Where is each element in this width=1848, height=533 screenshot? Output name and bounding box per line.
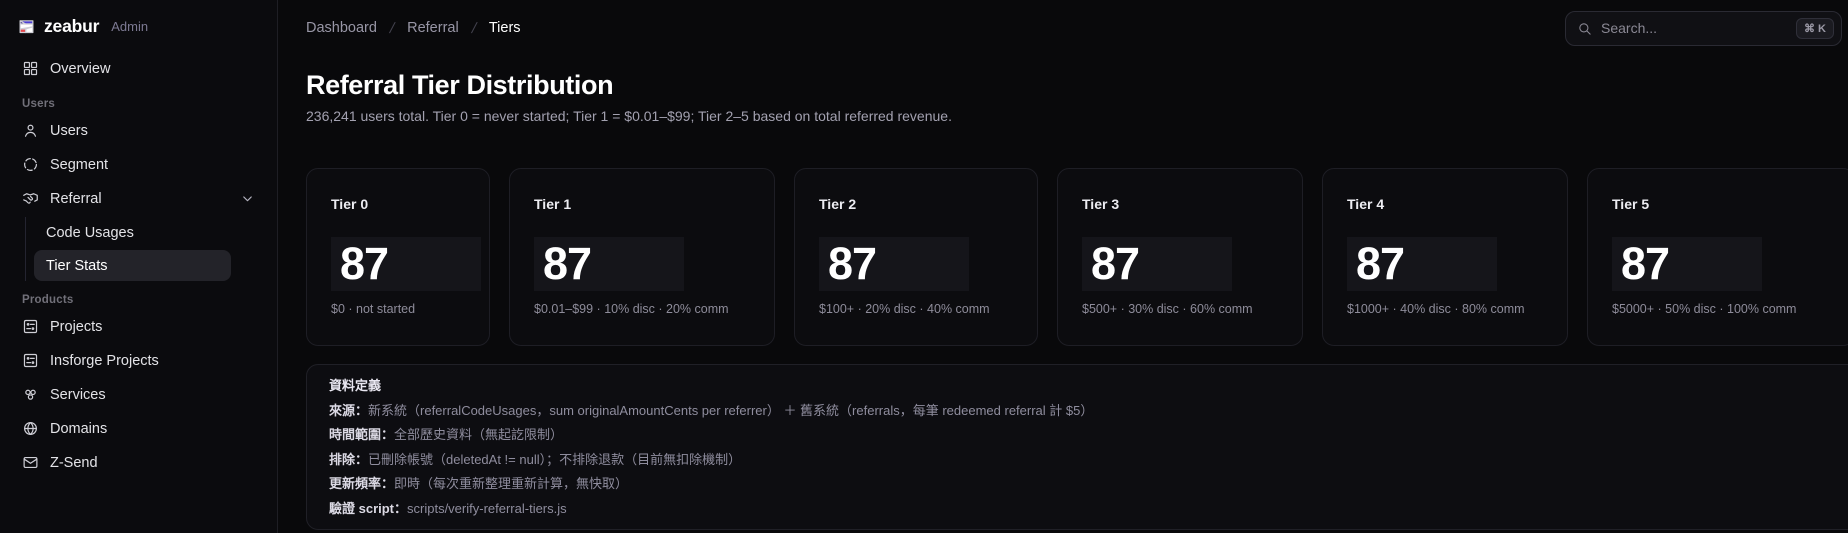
user-icon (22, 122, 39, 139)
mail-icon (22, 454, 39, 471)
globe-icon (22, 420, 39, 437)
sidebar-item-overview[interactable]: Overview (14, 52, 263, 85)
sidebar-section-label-users: Users (22, 98, 55, 110)
search-box[interactable]: ⌘ K (1565, 10, 1842, 46)
sidebar-item-referral[interactable]: Referral (14, 182, 263, 215)
sidebar-item-projects[interactable]: Projects (14, 310, 263, 343)
tier-card-title: Tier 4 (1347, 196, 1385, 212)
brand[interactable]: zeabur Admin (14, 10, 263, 42)
segment-icon (22, 156, 39, 173)
tier-card-caption: $500+ · 30% disc · 60% comm (1082, 302, 1253, 316)
brand-name: zeabur (44, 15, 100, 36)
sidebar: zeabur Admin Overview Users Users Segment Re… (0, 0, 278, 533)
tier-card-title: Tier 3 (1082, 196, 1120, 212)
definitions-title: 資料定義 (329, 378, 382, 393)
tier-card-count: 87 (331, 237, 481, 291)
tier-card-tier-2: Tier 2 87 $100+ · 20% disc · 40% comm (794, 168, 1038, 346)
tier-card-caption: $0 · not started (331, 302, 416, 316)
tier-card-title: Tier 0 (331, 196, 369, 212)
tier-card-title: Tier 2 (819, 196, 857, 212)
page-title: Referral Tier Distribution (306, 70, 614, 100)
page-subtitle: 236,241 users total. Tier 0 = never star… (306, 108, 952, 124)
tier-card-count: 87 (819, 237, 969, 291)
tier-card-caption: $100+ · 20% disc · 40% comm (819, 302, 990, 316)
search-shortcut-badge: ⌘ K (1796, 17, 1834, 39)
tier-card-row: Tier 0 87 $0 · not started Tier 1 87 $0.01–$9… (306, 168, 1848, 346)
sidebar-item-label: Z-Send (50, 454, 98, 471)
sidebar-item-label: Services (50, 386, 106, 403)
search-icon (1577, 21, 1592, 36)
definition-label: 更新頻率： (329, 476, 395, 491)
breadcrumb-referral[interactable]: Referral (407, 20, 459, 36)
tier-card-tier-1: Tier 1 87 $0.01–$99 · 10% disc · 20% comm (509, 168, 775, 346)
search-input[interactable] (1601, 20, 1787, 36)
tier-card-caption: $5000+ · 50% disc · 100% comm (1612, 302, 1797, 316)
tier-card-count: 87 (1082, 237, 1232, 291)
definition-row: 更新頻率：即時（每次重新整理重新計算，無快取） (329, 472, 1843, 497)
breadcrumb-dashboard[interactable]: Dashboard (306, 20, 377, 36)
sidebar-nav: Overview Users Users Segment Referral Code Us… (14, 52, 263, 479)
sidebar-item-label: Referral (50, 190, 102, 207)
sidebar-item-label: Overview (50, 60, 111, 77)
sidebar-item-z-send[interactable]: Z-Send (14, 446, 263, 479)
sidebar-item-domains[interactable]: Domains (14, 412, 263, 445)
chevron-down-icon (240, 191, 255, 206)
handshake-icon (22, 190, 39, 207)
definition-label: 排除： (329, 451, 369, 467)
sidebar-item-code-usages[interactable]: Code Usages (34, 217, 231, 248)
sidebar-item-label: Segment (50, 156, 109, 173)
sidebar-item-tier-stats[interactable]: Tier Stats (34, 250, 231, 281)
sidebar-item-label: Code Usages (46, 224, 134, 241)
tier-card-title: Tier 5 (1612, 196, 1650, 212)
definition-row: 時間範圍：全部歷史資料（無起訖限制） (329, 423, 1843, 448)
definition-label: 驗證 script： (329, 500, 408, 516)
sidebar-section-label-products: Products (22, 294, 74, 306)
breadcrumb-current-tiers: Tiers (488, 20, 521, 36)
tier-card-tier-3: Tier 3 87 $500+ · 30% disc · 60% comm (1057, 168, 1303, 346)
tier-card-caption: $0.01–$99 · 10% disc · 20% comm (534, 302, 729, 316)
sidebar-item-label: Projects (50, 318, 103, 335)
zeabur-logo-icon (18, 18, 35, 35)
tier-card-count: 87 (534, 237, 684, 291)
topbar: Dashboard / Referral / Tiers ⌘ K (306, 0, 1848, 56)
main-content: Dashboard / Referral / Tiers ⌘ K Referra… (278, 0, 1848, 533)
tier-card-caption: $1000+ · 40% disc · 80% comm (1347, 302, 1525, 316)
brand-badge: Admin (111, 18, 149, 34)
definition-row: 驗證 script：scripts/verify-referral-tiers.… (329, 497, 1843, 522)
sidebar-subtree-referral: Code Usages Tier Stats (25, 217, 231, 281)
definition-value: scripts/verify-referral-tiers.js (407, 500, 567, 516)
breadcrumb-separator: / (469, 19, 478, 37)
definition-value: 新系統（referralCodeUsages，sum originalAmoun… (368, 402, 1094, 418)
breadcrumb-separator: / (387, 19, 397, 37)
definitions-panel: 資料定義來源：新系統（referralCodeUsages，sum origin… (306, 364, 1848, 530)
sidebar-item-segment[interactable]: Segment (14, 148, 263, 181)
tier-card-count: 87 (1347, 237, 1497, 291)
definition-row: 來源：新系統（referralCodeUsages，sum originalAm… (329, 399, 1843, 424)
sidebar-item-insforge-projects[interactable]: Insforge Projects (14, 344, 263, 377)
definition-value: 即時（每次重新整理重新計算，無快取） (394, 476, 629, 491)
services-icon (22, 386, 39, 403)
breadcrumb: Dashboard / Referral / Tiers (306, 20, 521, 37)
projects-icon (22, 352, 39, 369)
tier-card-tier-0: Tier 0 87 $0 · not started (306, 168, 490, 346)
definition-row: 排除：已刪除帳號（deletedAt != null）；不排除退款（目前無扣除機… (329, 448, 1843, 473)
definition-label: 來源： (329, 402, 369, 418)
sidebar-item-label: Tier Stats (46, 257, 108, 274)
definition-value: 已刪除帳號（deletedAt != null）；不排除退款（目前無扣除機制） (368, 451, 742, 467)
tier-card-tier-4: Tier 4 87 $1000+ · 40% disc · 80% comm (1322, 168, 1568, 346)
sidebar-item-services[interactable]: Services (14, 378, 263, 411)
grid-icon (22, 60, 39, 77)
projects-icon (22, 318, 39, 335)
sidebar-item-label: Insforge Projects (50, 352, 159, 369)
definition-value: 全部歷史資料（無起訖限制） (394, 427, 564, 442)
definition-label: 時間範圍： (329, 427, 395, 442)
tier-card-count: 87 (1612, 237, 1762, 291)
sidebar-item-users[interactable]: Users (14, 114, 263, 147)
sidebar-item-label: Users (50, 122, 88, 139)
tier-card-title: Tier 1 (534, 196, 572, 212)
tier-card-tier-5: Tier 5 87 $5000+ · 50% disc · 100% comm (1587, 168, 1848, 346)
sidebar-item-label: Domains (50, 420, 108, 437)
